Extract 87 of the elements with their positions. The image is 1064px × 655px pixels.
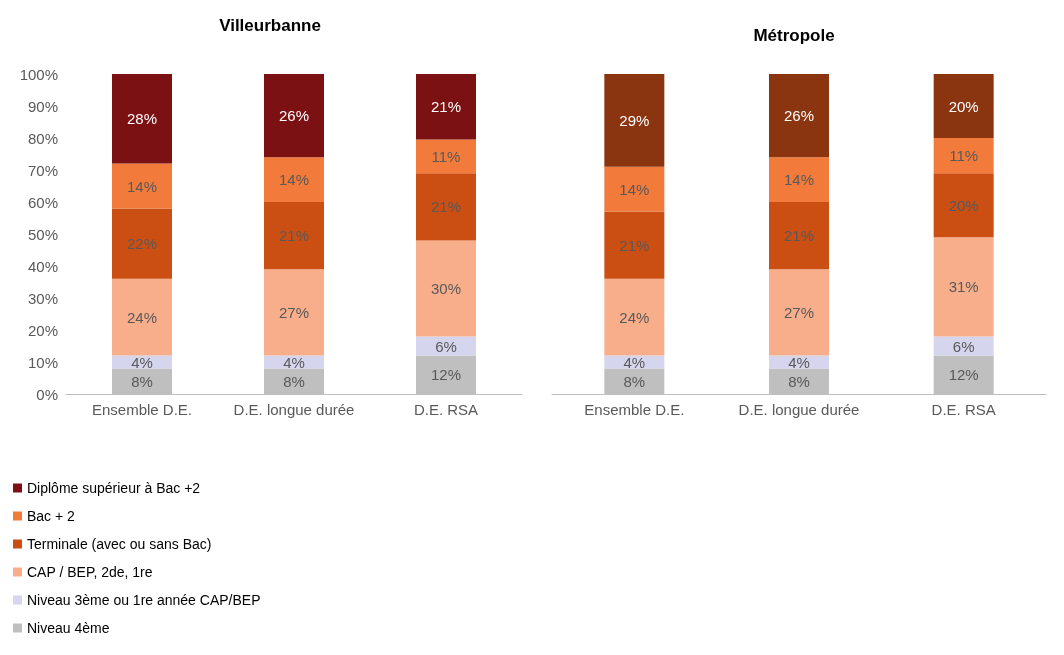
chart-title: Villeurbanne <box>219 16 321 35</box>
data-label: 4% <box>623 353 646 371</box>
legend-label: CAP / BEP, 2de, 1re <box>27 564 153 580</box>
bar <box>112 74 172 164</box>
x-tick-label: Ensemble D.E. <box>584 401 685 418</box>
bar <box>604 278 665 356</box>
data-label: 14% <box>619 180 650 198</box>
data-label: 6% <box>435 337 457 355</box>
data-label: 31% <box>948 278 979 296</box>
data-label: 14% <box>783 171 815 189</box>
y-tick-label: 50% <box>27 225 58 243</box>
bar <box>112 163 172 209</box>
legend-label: Niveau 4ème <box>27 620 110 636</box>
x-tick-label: Ensemble D.E. <box>91 401 193 418</box>
legend-label: Terminale (avec ou sans Bac) <box>27 536 212 552</box>
data-label: 8% <box>623 372 646 390</box>
bar <box>933 173 994 238</box>
data-label: 24% <box>126 308 158 326</box>
y-tick-label: 30% <box>27 289 58 307</box>
data-label: 21% <box>430 98 462 116</box>
data-label: 21% <box>619 236 650 254</box>
bar <box>933 74 994 138</box>
data-label: 8% <box>131 372 153 390</box>
y-tick-label: 20% <box>27 321 58 339</box>
y-tick-label: 40% <box>27 257 58 275</box>
data-label: 21% <box>430 198 462 216</box>
data-label: 14% <box>278 171 310 189</box>
bar <box>933 336 994 356</box>
y-tick-label: 60% <box>27 193 58 211</box>
x-tick-label: D.E. RSA <box>931 401 996 418</box>
data-label: 8% <box>283 372 305 390</box>
y-tick-label: 0% <box>36 385 58 403</box>
data-label: 8% <box>788 372 810 390</box>
bar <box>264 74 324 158</box>
bar <box>769 74 829 158</box>
bar <box>264 269 324 356</box>
bar <box>416 336 476 356</box>
legend-label: Niveau 3ème ou 1re année CAP/BEP <box>27 592 261 608</box>
data-label: 27% <box>783 303 815 321</box>
data-label: 11% <box>431 147 461 165</box>
x-tick-label: D.E. longue durée <box>233 401 355 418</box>
legend-label: Bac + 2 <box>27 508 76 524</box>
bar <box>769 157 829 202</box>
data-label: 21% <box>278 227 310 245</box>
y-tick-label: 90% <box>27 97 58 115</box>
data-label: 4% <box>788 353 810 371</box>
data-label: 4% <box>131 353 153 371</box>
bar <box>416 173 476 241</box>
data-label: 24% <box>619 308 650 326</box>
bar <box>112 278 172 356</box>
y-tick-label: 80% <box>27 129 58 147</box>
data-label: 28% <box>126 110 158 128</box>
data-label: 14% <box>126 177 158 195</box>
data-label: 26% <box>783 107 815 125</box>
x-tick-label: D.E. longue durée <box>738 401 860 418</box>
data-label: 22% <box>126 235 158 253</box>
bar <box>416 74 476 140</box>
chart-title: Métropole <box>753 26 835 45</box>
bar <box>933 237 994 337</box>
data-label: 26% <box>278 107 310 125</box>
data-label: 21% <box>783 227 815 245</box>
bar <box>416 139 476 174</box>
data-label: 29% <box>619 111 650 129</box>
bar <box>604 166 665 212</box>
bar <box>769 202 829 270</box>
data-label: 12% <box>430 366 462 384</box>
data-label: 12% <box>948 366 979 384</box>
bar <box>264 202 324 270</box>
y-tick-label: 100% <box>19 65 58 83</box>
y-tick-label: 70% <box>27 161 58 179</box>
data-label: 4% <box>283 353 305 371</box>
bar <box>769 269 829 356</box>
bar <box>112 208 172 279</box>
data-label: 20% <box>948 196 979 214</box>
data-label: 30% <box>430 279 462 297</box>
data-label: 27% <box>278 303 310 321</box>
bar <box>933 138 994 174</box>
bar <box>604 74 665 167</box>
legend-label: Diplôme supérieur à Bac +2 <box>27 480 201 496</box>
data-label: 6% <box>952 337 975 355</box>
data-label: 11% <box>949 147 979 165</box>
y-tick-label: 10% <box>27 353 58 371</box>
bar <box>416 240 476 337</box>
bar <box>604 211 665 279</box>
x-tick-label: D.E. RSA <box>413 401 479 418</box>
data-label: 20% <box>948 97 979 115</box>
bar <box>264 157 324 202</box>
